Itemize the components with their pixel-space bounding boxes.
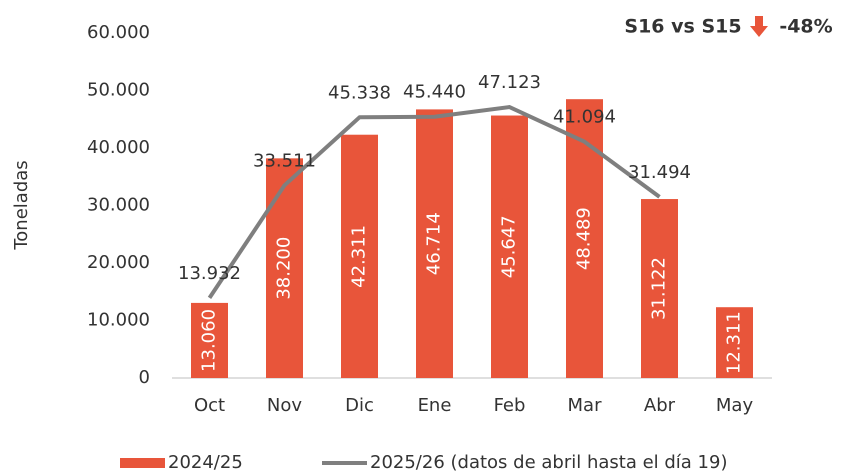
line-value-label: 33.511 <box>253 150 316 171</box>
x-tick-label: Abr <box>644 395 676 416</box>
annotation-value: -48% <box>779 16 832 38</box>
bar-value-label: 48.489 <box>574 207 595 270</box>
bar-value-label: 13.060 <box>199 309 220 372</box>
legend-label: 2025/26 (datos de abril hasta el día 19) <box>370 452 727 473</box>
bar <box>566 99 603 379</box>
x-tick-label: Mar <box>568 395 603 416</box>
y-tick-label: 30.000 <box>87 195 150 216</box>
x-tick-label: Ene <box>418 395 452 416</box>
down-arrow-icon <box>750 16 768 37</box>
line-value-label: 45.338 <box>328 82 391 103</box>
x-tick-label: May <box>716 395 754 416</box>
bar <box>341 134 378 378</box>
y-tick-label: 40.000 <box>87 137 150 158</box>
line-value-label: 13.932 <box>178 263 241 284</box>
bar-value-label: 38.200 <box>274 237 295 300</box>
line-value-label: 45.440 <box>403 82 466 103</box>
x-tick-label: Dic <box>345 395 374 416</box>
y-tick-label: 50.000 <box>87 80 150 101</box>
x-tick-label: Nov <box>267 395 302 416</box>
line-value-label: 41.094 <box>553 107 616 128</box>
legend-swatch <box>120 458 165 468</box>
bar <box>716 307 753 378</box>
bar-value-label: 12.311 <box>724 311 745 374</box>
y-tick-label: 20.000 <box>87 252 150 273</box>
legend-label: 2024/25 <box>168 452 243 473</box>
bar <box>491 115 528 378</box>
bar-value-label: 45.647 <box>499 215 520 278</box>
bar <box>266 158 303 378</box>
y-tick-label: 0 <box>139 367 150 388</box>
annotation: S16 vs S15 <box>624 16 741 38</box>
y-tick-label: 60.000 <box>87 22 150 43</box>
bar-value-label: 46.714 <box>424 212 445 275</box>
y-tick-label: 10.000 <box>87 310 150 331</box>
x-tick-label: Feb <box>494 395 526 416</box>
bar-value-label: 31.122 <box>649 257 670 320</box>
bar <box>641 199 678 378</box>
x-tick-label: Oct <box>194 395 225 416</box>
line <box>207 105 661 299</box>
line-value-label: 31.494 <box>628 162 691 183</box>
line-value-label: 47.123 <box>478 72 541 93</box>
bar <box>416 109 453 378</box>
bar <box>191 302 228 378</box>
bar-value-label: 42.311 <box>349 225 370 288</box>
y-axis-label: Toneladas <box>11 160 32 250</box>
